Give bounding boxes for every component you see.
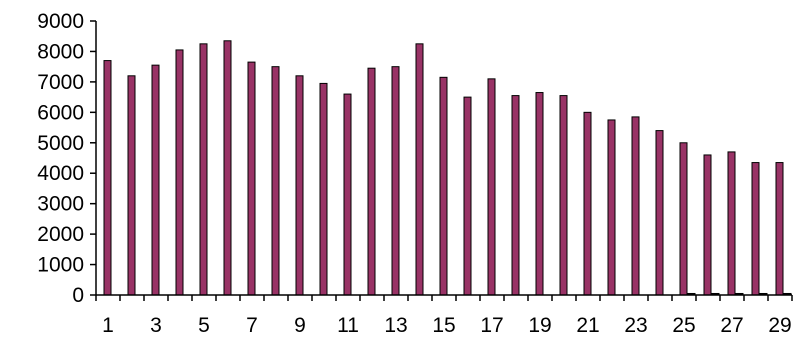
bar-series-1 (319, 82, 328, 296)
x-tick-label: 15 (432, 314, 455, 337)
y-tick-label: 5000 (37, 132, 84, 155)
y-axis-ticks (90, 20, 96, 296)
bar-series-1 (247, 61, 256, 296)
x-axis-tick-labels: 1 3 5 7 9 11 13 15 17 19 21 23 25 27 29 (102, 314, 792, 337)
x-tick-label: 7 (246, 314, 258, 337)
x-tick-label: 11 (337, 314, 359, 337)
x-tick-label: 3 (150, 314, 162, 337)
x-tick-label: 23 (624, 314, 647, 337)
x-tick-label: 29 (768, 314, 791, 337)
bar-series-1 (775, 162, 784, 296)
bar-series-1 (127, 75, 136, 296)
bar-series-1 (703, 154, 712, 296)
bar-series-1 (343, 93, 352, 296)
bar-series-1 (511, 95, 520, 296)
x-tick-label: 5 (198, 314, 210, 337)
y-tick-label: 6000 (37, 101, 84, 124)
bar-series-1 (607, 119, 616, 296)
bar-series-1 (559, 95, 568, 296)
bar-series-1 (367, 67, 376, 296)
bar-series-1 (103, 60, 112, 296)
x-axis-ticks (95, 295, 793, 301)
y-tick-label: 8000 (37, 40, 84, 63)
y-tick-label: 9000 (37, 10, 84, 33)
y-tick-label: 0 (72, 284, 84, 307)
bar-series-1 (583, 111, 592, 296)
x-tick-label: 1 (102, 314, 114, 337)
bar-series-1 (463, 96, 472, 296)
y-tick-label: 7000 (37, 71, 84, 94)
bar-series-1 (175, 49, 184, 296)
x-tick-label: 9 (294, 314, 306, 337)
bar-series-1 (535, 92, 544, 296)
x-tick-label: 27 (720, 314, 743, 337)
bar-series-1 (271, 66, 280, 296)
bar-series-1 (151, 64, 160, 296)
bar-series-1 (751, 162, 760, 296)
bar-series-1 (487, 78, 496, 296)
x-tick-label: 21 (576, 314, 599, 337)
y-tick-label: 4000 (37, 162, 84, 185)
y-tick-label: 2000 (37, 223, 84, 246)
bar-series-1 (295, 75, 304, 296)
x-tick-label: 13 (384, 314, 407, 337)
y-tick-label: 1000 (37, 254, 84, 277)
x-tick-label: 17 (480, 314, 503, 337)
bar-series-1 (655, 130, 664, 296)
x-tick-label: 19 (528, 314, 551, 337)
bar-series-1 (631, 116, 640, 296)
bar-series-1 (679, 142, 688, 296)
y-axis-tick-labels: 0 1000 2000 3000 4000 5000 6000 7000 8000 9000 (37, 10, 84, 307)
bars (103, 40, 792, 296)
bar-series-1 (199, 43, 208, 296)
y-tick-label: 3000 (37, 193, 84, 216)
bar-series-1 (391, 66, 400, 296)
bar-series-1 (223, 40, 232, 296)
bar-series-1 (727, 151, 736, 296)
x-tick-label: 25 (672, 314, 695, 337)
bar-series-1 (439, 76, 448, 296)
bar-series-1 (415, 43, 424, 296)
